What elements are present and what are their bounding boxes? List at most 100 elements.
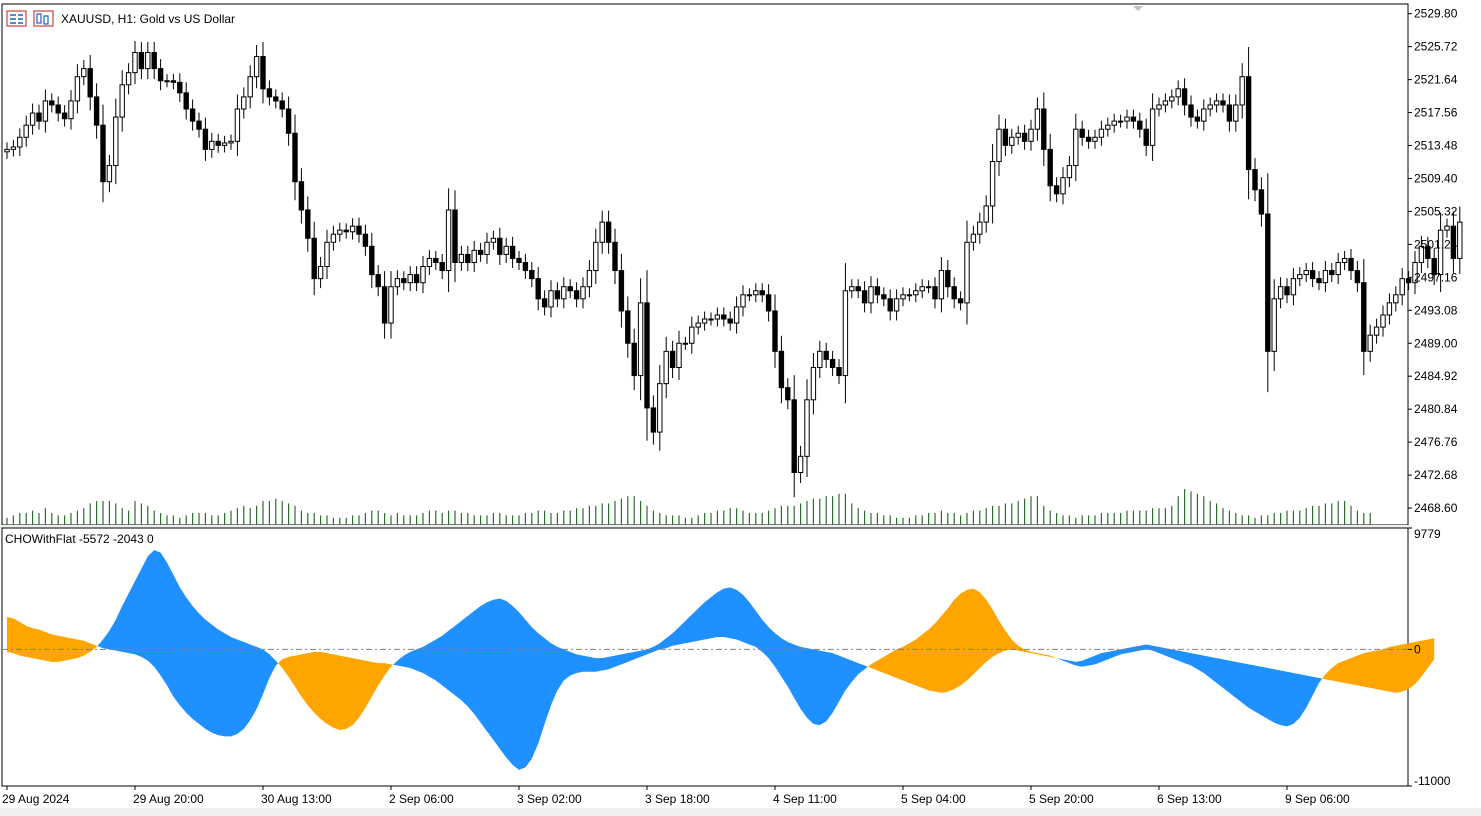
candle: [1117, 114, 1124, 128]
candle: [1277, 277, 1284, 309]
candle: [900, 287, 906, 307]
candle: [810, 352, 817, 415]
time-tick-label: 9 Sep 06:00: [1285, 792, 1350, 806]
candle: [42, 89, 49, 133]
candle: [1060, 167, 1066, 205]
candle: [913, 283, 919, 303]
candle: [125, 63, 132, 95]
candle: [1431, 247, 1437, 286]
candle: [55, 96, 61, 122]
chart-shift-marker[interactable]: [1133, 6, 1143, 11]
candle: [1322, 261, 1329, 293]
candle: [1437, 212, 1444, 293]
candle: [746, 288, 753, 302]
candle: [1341, 250, 1348, 270]
candle: [285, 96, 292, 146]
candle: [529, 262, 535, 288]
price-tick-label: 2517.56: [1414, 106, 1458, 120]
candle: [1002, 118, 1009, 156]
candle: [452, 190, 458, 283]
candle: [1380, 305, 1386, 337]
candle: [1405, 271, 1412, 291]
candle: [151, 41, 157, 80]
candle: [1309, 262, 1316, 288]
candle: [381, 271, 388, 339]
candle: [439, 253, 445, 280]
price-pane[interactable]: [1, 3, 1409, 526]
candle: [23, 115, 29, 147]
candle: [836, 359, 842, 385]
candle: [849, 279, 855, 299]
candle: [612, 228, 618, 285]
candle: [209, 132, 215, 158]
candle: [407, 266, 413, 292]
time-tick-label: 29 Aug 2024: [2, 792, 70, 806]
candle: [593, 228, 599, 285]
candle: [241, 87, 247, 119]
candle: [1156, 97, 1162, 117]
candle: [573, 282, 580, 308]
candle: [4, 142, 10, 159]
candles-icon[interactable]: [6, 10, 27, 27]
cho-oscillator: [7, 550, 1435, 770]
candle: [753, 283, 759, 303]
bottom-strip: [0, 808, 1481, 816]
price-tick-label: 2493.08: [1414, 303, 1458, 317]
candle: [605, 210, 612, 254]
candle: [951, 277, 957, 309]
candle: [106, 155, 113, 193]
candle: [215, 133, 221, 153]
candle: [1066, 156, 1073, 188]
candle: [785, 378, 791, 410]
candle: [1361, 259, 1367, 375]
candle: [1233, 94, 1239, 132]
candle: [1015, 125, 1021, 145]
price-axis: 2529.80 2525.72 2521.64 2517.56 2513.48 2509.…: [1408, 7, 1458, 515]
candle: [362, 224, 369, 256]
candle: [273, 89, 279, 109]
candle: [388, 271, 394, 339]
candle: [925, 280, 932, 294]
candle: [1169, 89, 1175, 109]
candle: [797, 445, 804, 483]
indicator-label: CHOWithFlat -5572 -2043 0: [5, 532, 154, 546]
candle: [637, 278, 644, 401]
candle: [1354, 261, 1361, 293]
price-tick-label: 2472.68: [1414, 468, 1458, 482]
candle: [458, 245, 465, 271]
candle: [119, 70, 125, 132]
candlesticks: [4, 40, 1463, 498]
candle: [567, 279, 573, 299]
candle: [170, 73, 177, 90]
candle: [1271, 279, 1277, 371]
candle: [778, 335, 785, 404]
oscillator-area-negative: [867, 588, 1057, 693]
candle: [842, 263, 849, 404]
candle: [516, 250, 522, 270]
price-tick-label: 2513.48: [1414, 139, 1458, 153]
candle: [586, 260, 593, 298]
bars-icon[interactable]: [33, 10, 54, 27]
candle: [765, 284, 772, 322]
candle: [599, 210, 605, 254]
candle: [10, 139, 17, 157]
candle: [906, 288, 913, 302]
candle: [708, 312, 714, 326]
candle: [1092, 129, 1098, 149]
candle: [202, 117, 209, 161]
candle: [49, 93, 55, 113]
candle: [1028, 119, 1034, 151]
candle: [1175, 80, 1181, 106]
oscillator-area-positive: [1056, 644, 1323, 727]
pane-separator[interactable]: [0, 525, 1410, 528]
candle: [644, 270, 650, 441]
candle: [1258, 177, 1265, 227]
price-tick-label: 2497.16: [1414, 270, 1458, 284]
candle: [740, 285, 746, 317]
candle: [932, 277, 938, 309]
candle: [343, 223, 349, 239]
candle: [234, 94, 241, 156]
oscillator-area-negative: [7, 617, 98, 662]
time-tick-label: 5 Sep 20:00: [1029, 792, 1094, 806]
candle: [471, 240, 477, 272]
